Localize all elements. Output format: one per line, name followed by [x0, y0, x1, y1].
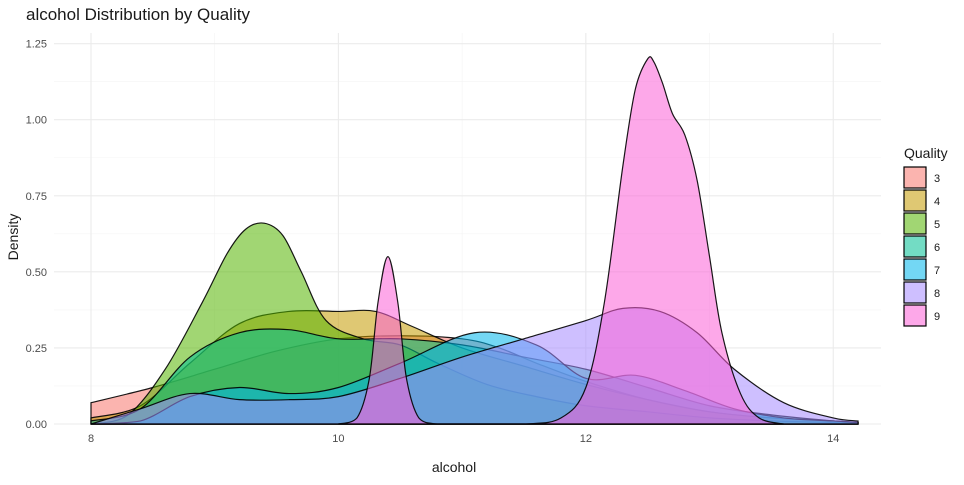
- y-axis-title: Density: [5, 214, 21, 261]
- density-area-quality-9: [338, 56, 784, 425]
- legend-title: Quality: [904, 145, 948, 161]
- legend-swatch-6: [903, 235, 927, 258]
- legend-label-4: 4: [934, 196, 940, 208]
- density-series: [90, 56, 859, 425]
- legend-label-5: 5: [934, 219, 940, 231]
- y-tick-label: 0.75: [26, 191, 47, 203]
- legend-label-9: 9: [934, 311, 940, 323]
- y-tick-label: 0.50: [26, 267, 47, 279]
- x-tick-label: 12: [580, 433, 592, 445]
- legend-swatch-8: [903, 281, 927, 304]
- x-tick-label: 14: [827, 433, 839, 445]
- legend-label-8: 8: [934, 288, 940, 300]
- chart-title: alcohol Distribution by Quality: [26, 5, 250, 24]
- y-tick-label: 1.25: [26, 39, 47, 51]
- x-tick-label: 10: [332, 433, 344, 445]
- legend-swatch-4: [903, 189, 927, 212]
- axis-ticks: 8 10 12 14 0.00 0.25 0.50 0.75 1.00 1.25: [26, 39, 840, 445]
- y-tick-label: 0.25: [26, 343, 47, 355]
- legend-swatch-5: [903, 212, 927, 235]
- legend-swatch-9: [903, 304, 927, 327]
- y-tick-label: 1.00: [26, 115, 47, 127]
- legend-label-6: 6: [934, 242, 940, 254]
- legend-swatch-3: [903, 166, 927, 189]
- legend-label-3: 3: [934, 173, 940, 185]
- legend-swatch-7: [903, 258, 927, 281]
- legend-label-7: 7: [934, 265, 940, 277]
- x-tick-label: 8: [88, 433, 94, 445]
- x-axis-title: alcohol: [432, 459, 476, 475]
- y-tick-label: 0.00: [26, 419, 47, 431]
- legend: Quality 3 4 5 6 7 8 9: [903, 145, 948, 327]
